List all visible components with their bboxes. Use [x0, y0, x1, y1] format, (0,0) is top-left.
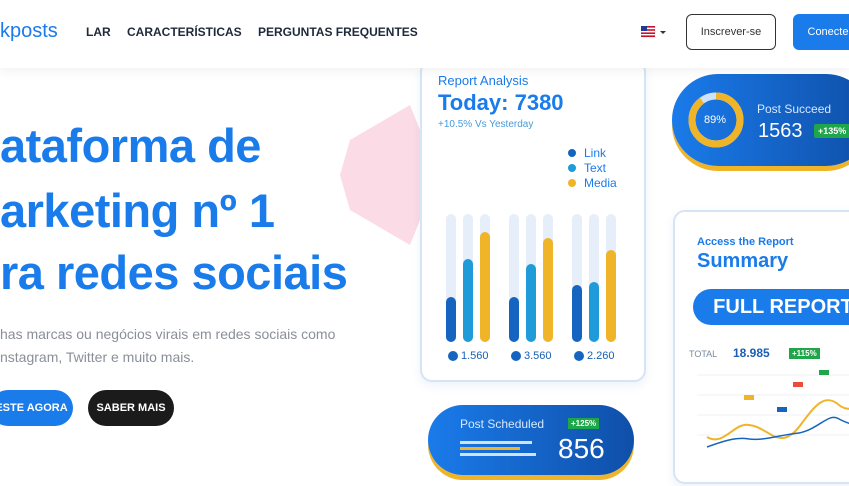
- value: 1563: [758, 120, 803, 142]
- logo[interactable]: kposts: [0, 20, 58, 42]
- nav-link[interactable]: CARACTERÍSTICAS: [127, 25, 242, 39]
- count: 1.560: [461, 350, 489, 362]
- change: +10.5% Vs Yesterday: [438, 119, 534, 130]
- badge: +115%: [789, 348, 820, 359]
- post-succeed-card: 89% Post Succeed 1563 +135%: [672, 74, 849, 166]
- today-value: Today: 7380: [438, 90, 564, 115]
- percent: 89%: [704, 114, 727, 126]
- legend-label: Link: [584, 146, 607, 160]
- legend-dots: [568, 149, 576, 187]
- bar-illustration: [446, 214, 616, 342]
- kicker: Access the Report: [697, 236, 794, 248]
- more-button[interactable]: SABER MAIS: [88, 390, 174, 426]
- language-flag[interactable]: [641, 26, 669, 38]
- decor-shape: [340, 105, 438, 245]
- badge: +135%: [814, 124, 849, 138]
- headline: ra redes sociais: [0, 246, 348, 299]
- badge: +125%: [568, 418, 600, 429]
- connect-button[interactable]: Conecte: [793, 14, 849, 50]
- summary-title: Summary: [697, 250, 789, 272]
- headline: arketing nº 1: [0, 184, 275, 237]
- count: 3.560: [524, 350, 552, 362]
- top-bar: kposts LAR CARACTERÍSTICAS PERGUNTAS FRE…: [0, 0, 849, 68]
- total-value: 18.985: [733, 346, 770, 360]
- legend-label: Text: [584, 161, 607, 175]
- label: Post Scheduled: [460, 417, 545, 431]
- legend-label: Media: [584, 176, 617, 190]
- count: 2.260: [587, 350, 615, 362]
- value: 856: [558, 433, 605, 464]
- line-illustration: [697, 370, 849, 448]
- summary-card: Access the Report Summary FULL REPORT TO…: [673, 210, 849, 484]
- full-report-button[interactable]: FULL REPORT: [693, 289, 849, 325]
- report-card: Report Analysis Today: 7380 +10.5% Vs Ye…: [420, 60, 646, 382]
- post-scheduled-card: Post Scheduled +125% 856: [428, 405, 634, 475]
- social-icons: [448, 351, 584, 361]
- progress-lines: [460, 441, 536, 456]
- headline: ataforma de: [0, 119, 261, 172]
- subtitle: nstagram, Twitter e muito mais.: [0, 349, 195, 365]
- total-label: TOTAL: [689, 349, 718, 359]
- subtitle: has marcas ou negócios virais em redes s…: [0, 326, 336, 342]
- donut: [688, 92, 744, 148]
- label: Post Succeed: [757, 102, 832, 116]
- nav-link[interactable]: LAR: [86, 25, 111, 39]
- card-title: Report Analysis: [438, 73, 529, 88]
- try-button[interactable]: ESTE AGORA: [0, 390, 73, 426]
- nav-link[interactable]: PERGUNTAS FREQUENTES: [258, 25, 418, 39]
- signup-button[interactable]: Inscrever-se: [686, 14, 776, 50]
